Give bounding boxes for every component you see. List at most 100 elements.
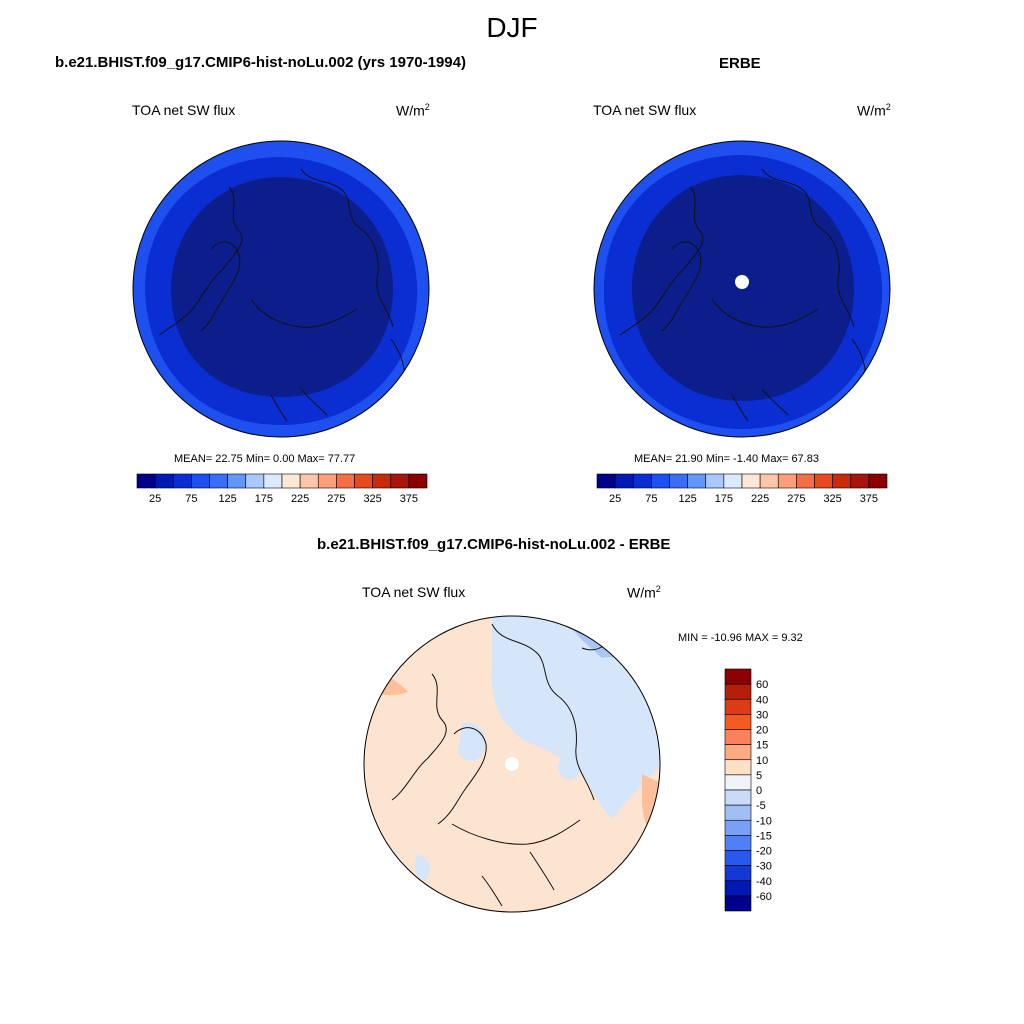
colorbar-tick-label: 175: [715, 493, 733, 505]
diff-colorbar-swatch: [724, 804, 752, 821]
diff-case-title: b.e21.BHIST.f09_g17.CMIP6-hist-noLu.002 …: [317, 536, 671, 553]
diff-colorbar-swatch: [724, 865, 752, 882]
diff-colorbar-swatch: [724, 668, 752, 685]
colorbar-tick-label: 25: [149, 493, 161, 505]
diff-colorbar-swatch: [724, 729, 752, 745]
colorbar-tick-label: 375: [860, 493, 878, 505]
diff-colorbar-swatch: [724, 759, 752, 776]
colorbar-swatch: [723, 473, 743, 489]
colorbar-tick-label: 325: [363, 493, 381, 505]
diff-colorbar-swatch: [724, 895, 752, 912]
colorbar-tick-label: 175: [255, 493, 273, 505]
diff-colorbar-tick-label: 20: [756, 725, 768, 737]
model-variable-label: TOA net SW flux: [132, 102, 236, 118]
colorbar-swatch: [191, 473, 210, 489]
diff-colorbar-swatch: [724, 789, 752, 806]
diff-colorbar-tick-label: -60: [756, 891, 772, 903]
diff-colorbar-swatch: [724, 850, 752, 866]
colorbar-tick-label: 325: [823, 493, 841, 505]
colorbar-swatch: [651, 473, 670, 489]
diff-colorbar-swatch: [724, 819, 752, 836]
colorbar-swatch: [868, 473, 888, 489]
colorbar-swatch: [299, 473, 319, 489]
diff-colorbar-tick-label: 15: [756, 740, 768, 752]
colorbar-tick-label: 375: [400, 493, 418, 505]
diff-colorbar-tick-label: 40: [756, 694, 768, 706]
colorbar-swatch: [317, 473, 337, 489]
model-stats: MEAN= 22.75 Min= 0.00 Max= 77.77: [174, 453, 356, 465]
colorbar-swatch: [154, 473, 174, 489]
diff-colorbar: 60 40 30 20 15 10 5 0 -5 -10 -15 -20 -30 -40 -60: [724, 668, 772, 912]
colorbar-swatch: [777, 473, 797, 489]
model-case-title: b.e21.BHIST.f09_g17.CMIP6-hist-noLu.002 …: [55, 54, 466, 71]
colorbar-swatch: [759, 473, 779, 489]
diff-colorbar-tick-label: 0: [756, 785, 762, 797]
diff-colorbar-tick-label: -40: [756, 876, 772, 888]
model-polar-map: [132, 140, 430, 438]
colorbar-swatch: [209, 473, 228, 489]
diff-colorbar-swatch: [724, 714, 752, 730]
colorbar-swatch: [832, 473, 852, 489]
obs-case-title: ERBE: [719, 55, 761, 72]
colorbar-tick-label: 275: [787, 493, 805, 505]
diff-colorbar-tick-label: -5: [756, 800, 766, 812]
colorbar-swatch: [741, 473, 761, 489]
colorbar-swatch: [850, 473, 870, 489]
colorbar-tick-label: 75: [185, 493, 197, 505]
diff-colorbar-tick-label: 60: [756, 679, 768, 691]
colorbar-swatch: [814, 473, 833, 489]
diff-colorbar-tick-label: 10: [756, 755, 768, 767]
colorbar-tick-label: 225: [291, 493, 309, 505]
colorbar-swatch: [596, 473, 616, 489]
colorbar-tick-label: 25: [609, 493, 621, 505]
season-title: DJF: [486, 12, 538, 43]
obs-colorbar: 25 75 125 175 225 275 325 375: [596, 473, 888, 505]
colorbar-swatch: [614, 473, 634, 489]
diff-colorbar-tick-label: 30: [756, 709, 768, 721]
colorbar-swatch: [632, 473, 652, 489]
colorbar-swatch: [669, 473, 688, 489]
diff-stats: MIN = -10.96 MAX = 9.32: [678, 632, 803, 644]
colorbar-swatch: [372, 473, 392, 489]
colorbar-swatch: [281, 473, 301, 489]
colorbar-swatch: [390, 473, 410, 489]
obs-polar-map: [593, 140, 891, 438]
diff-polar-map: [363, 615, 661, 913]
pole-missing-icon: [735, 275, 749, 289]
diff-colorbar-tick-label: -15: [756, 830, 772, 842]
obs-stats: MEAN= 21.90 Min= -1.40 Max= 67.83: [634, 453, 819, 465]
colorbar-swatch: [136, 473, 156, 489]
diff-variable-label: TOA net SW flux: [362, 584, 466, 600]
diff-colorbar-swatch: [724, 698, 752, 715]
colorbar-tick-label: 275: [327, 493, 345, 505]
diff-units-label: W/m2: [627, 584, 661, 601]
colorbar-swatch: [354, 473, 373, 489]
obs-units-label: W/m2: [857, 102, 891, 119]
diff-colorbar-tick-label: 5: [756, 770, 762, 782]
colorbar-swatch: [263, 473, 283, 489]
colorbar-swatch: [172, 473, 192, 489]
colorbar-swatch: [796, 473, 815, 489]
obs-variable-label: TOA net SW flux: [593, 102, 697, 118]
colorbar-tick-label: 75: [645, 493, 657, 505]
colorbar-tick-label: 225: [751, 493, 769, 505]
diff-colorbar-swatch: [724, 744, 752, 761]
colorbar-tick-label: 125: [678, 493, 696, 505]
model-units-label: W/m2: [396, 102, 430, 119]
diff-colorbar-tick-label: -20: [756, 846, 772, 858]
colorbar-swatch: [245, 473, 265, 489]
colorbar-swatch: [687, 473, 707, 489]
diff-pole-missing-icon: [505, 757, 519, 771]
diff-colorbar-tick-label: -10: [756, 815, 772, 827]
diff-colorbar-swatch: [724, 774, 752, 791]
diff-colorbar-tick-label: -30: [756, 861, 772, 873]
diff-colorbar-swatch: [724, 880, 752, 897]
colorbar-tick-label: 125: [218, 493, 236, 505]
colorbar-swatch: [408, 473, 428, 489]
model-colorbar: 25 75 125 175 225 275 325 375: [136, 473, 428, 505]
diff-colorbar-swatch: [724, 835, 752, 851]
colorbar-swatch: [336, 473, 355, 489]
diff-colorbar-swatch: [724, 683, 752, 700]
colorbar-swatch: [705, 473, 725, 489]
colorbar-swatch: [227, 473, 247, 489]
